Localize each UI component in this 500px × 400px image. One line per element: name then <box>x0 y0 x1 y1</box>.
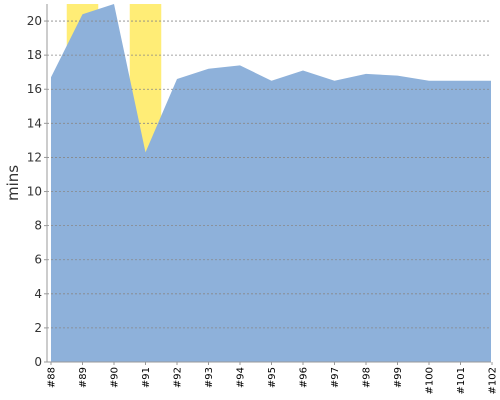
grid-lines <box>47 20 491 329</box>
x-tick-label: #88 <box>47 367 58 388</box>
y-tick-label: 16 <box>27 82 42 96</box>
y-tick-label: 10 <box>27 185 42 199</box>
x-tick-label: #89 <box>78 367 89 388</box>
x-tick-label: #100 <box>425 367 436 394</box>
y-tick-label: 14 <box>27 116 42 130</box>
x-tick-label: #99 <box>393 367 404 388</box>
x-tick-label: #98 <box>362 367 373 388</box>
x-tick-label: #102 <box>488 367 499 394</box>
y-axis-label: mins <box>4 165 22 201</box>
x-tick-label: #90 <box>110 367 121 388</box>
y-tick-label: 0 <box>34 355 42 369</box>
x-tick-label: #93 <box>204 367 215 388</box>
y-tick-label: 2 <box>34 321 42 335</box>
x-tick-label: #96 <box>299 367 310 388</box>
area-series <box>50 4 491 362</box>
y-tick-label: 20 <box>27 14 42 28</box>
y-tick-label: 4 <box>34 287 42 301</box>
axes <box>46 4 491 363</box>
y-tick-label: 12 <box>27 150 42 164</box>
y-tick-label: 6 <box>34 253 42 267</box>
y-tick-labels: 0 2 4 6 8 10 12 14 16 18 20 <box>27 14 47 369</box>
x-tick-label: #94 <box>236 367 247 388</box>
y-tick-label: 8 <box>34 219 42 233</box>
y-tick-label: 18 <box>27 48 42 62</box>
x-tick-label: #97 <box>330 367 341 388</box>
x-tick-labels: #88 #89 #90 #91 #92 #93 #94 #95 #96 #97 #98 #99 #100… <box>47 362 499 394</box>
x-tick-label: #92 <box>173 367 184 388</box>
x-tick-label: #101 <box>456 367 467 394</box>
area-series-shape <box>51 4 491 362</box>
x-tick-label: #95 <box>267 367 278 388</box>
x-tick-label: #91 <box>141 367 152 388</box>
